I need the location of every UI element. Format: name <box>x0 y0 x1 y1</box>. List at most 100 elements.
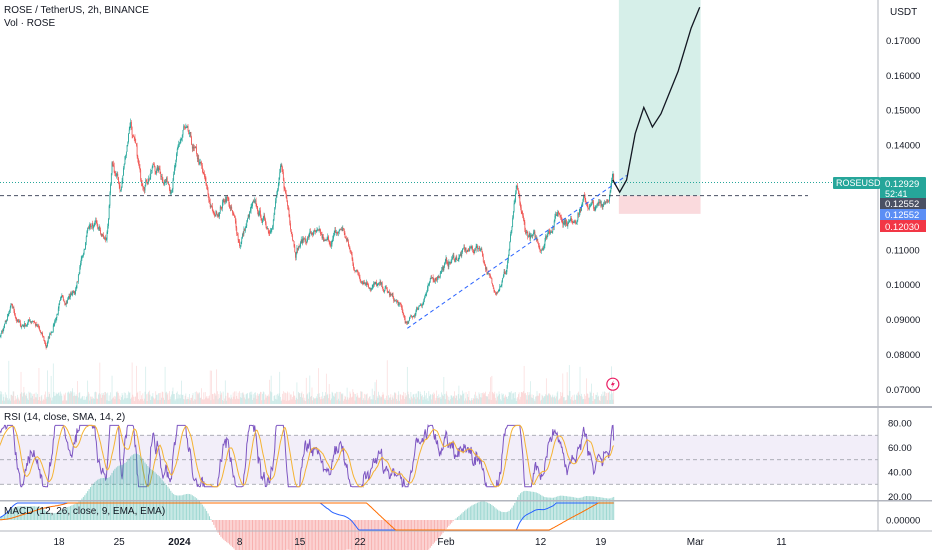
macd-histogram-bar <box>186 494 188 520</box>
candle-body <box>264 215 266 220</box>
candle-body <box>125 155 127 157</box>
candle-body <box>381 282 382 285</box>
volume-bar <box>366 394 367 404</box>
volume-bar <box>545 378 547 404</box>
candle-body <box>356 270 357 272</box>
volume-bar <box>244 397 245 404</box>
macd-histogram-bar <box>578 497 580 520</box>
volume-bar <box>543 396 545 404</box>
volume-bar <box>601 394 602 404</box>
volume-bar <box>465 392 467 404</box>
candle-body <box>463 247 465 249</box>
volume-bar <box>85 399 86 404</box>
candle-body <box>386 287 387 289</box>
macd-histogram-bar <box>137 454 139 520</box>
volume-legend[interactable]: Vol · ROSE <box>4 18 56 29</box>
macd-histogram-bar <box>489 503 491 520</box>
macd-histogram-bar <box>406 520 408 550</box>
candle-body <box>230 207 232 209</box>
candle-body <box>39 330 41 333</box>
volume-bar <box>399 400 400 404</box>
candle-body <box>473 251 475 254</box>
macd-histogram-bar <box>181 495 183 520</box>
macd-histogram-bar <box>596 496 597 520</box>
volume-bar <box>358 397 359 404</box>
time-tick-label: 19 <box>595 537 607 548</box>
time-tick-label: 22 <box>354 537 366 548</box>
candle-body <box>586 201 587 204</box>
macd-histogram-bar <box>508 510 510 520</box>
volume-bar <box>384 398 386 404</box>
candle-body <box>409 316 411 318</box>
candle-body <box>251 206 253 207</box>
candle-body <box>448 262 450 267</box>
volume-bar <box>195 399 197 404</box>
candle-body <box>194 147 195 149</box>
candle-body <box>540 249 542 251</box>
volume-bar <box>551 397 552 404</box>
volume-bar <box>32 393 34 404</box>
candle-body <box>76 281 78 289</box>
candle-body <box>163 182 165 185</box>
price-badge-text: 0.12929 <box>885 179 919 190</box>
macd-histogram-bar <box>198 501 200 520</box>
volume-bar <box>457 400 458 404</box>
candle-body <box>279 172 281 178</box>
candle-body <box>499 286 501 290</box>
candle-body <box>433 280 435 281</box>
candle-body <box>492 283 493 286</box>
macd-histogram-bar <box>530 491 532 520</box>
candle-body <box>559 214 561 217</box>
candle-body <box>316 229 318 231</box>
volume-bar <box>538 395 539 404</box>
candle-body <box>481 249 483 253</box>
volume-bar <box>586 393 588 404</box>
candle-body <box>562 223 564 225</box>
candle-body <box>341 229 343 231</box>
candle-body <box>596 203 598 207</box>
macd-histogram-bar <box>355 520 357 550</box>
symbol-legend[interactable]: ROSE / TetherUS, 2h, BINANCE <box>4 5 149 16</box>
candle-body <box>493 288 495 292</box>
candle-body <box>503 271 505 276</box>
volume-bar <box>581 393 582 404</box>
candle-body <box>563 222 564 225</box>
candle-body <box>550 231 552 233</box>
candle-body <box>330 244 332 247</box>
candle-body <box>381 282 383 288</box>
volume-bar <box>58 392 60 404</box>
candle-body <box>570 218 572 221</box>
candle-body <box>349 247 351 251</box>
volume-bar <box>79 392 81 404</box>
candle-body <box>550 231 552 234</box>
candle-body <box>500 285 502 287</box>
volume-bar <box>569 391 571 404</box>
volume-bar <box>487 396 488 404</box>
volume-bar <box>64 395 66 404</box>
volume-bar <box>114 399 116 404</box>
candle-body <box>446 258 448 262</box>
volume-bar <box>462 393 464 404</box>
volume-bar <box>165 392 167 404</box>
candle-body <box>16 319 18 322</box>
macd-histogram-bar <box>133 454 135 520</box>
candle-body <box>323 236 324 242</box>
candle-body <box>426 292 428 295</box>
candle-body <box>204 177 206 178</box>
candle-body <box>64 301 66 304</box>
macd-histogram-bar <box>399 520 401 550</box>
candle-body <box>469 246 471 248</box>
candle-body <box>44 340 46 343</box>
volume-bar <box>372 399 374 404</box>
candle-body <box>458 257 460 261</box>
macd-histogram-bar <box>247 520 249 550</box>
candle-body <box>552 227 554 232</box>
macd-histogram-bar <box>92 483 94 520</box>
volume-bar <box>19 393 21 404</box>
volume-bar <box>526 399 528 404</box>
candle-body <box>476 245 478 247</box>
candle-body <box>234 215 235 218</box>
volume-bar <box>248 397 250 404</box>
